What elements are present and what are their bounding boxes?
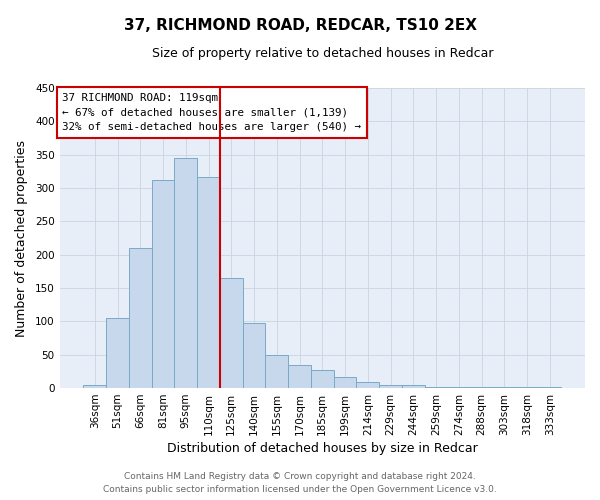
Bar	[402, 386, 425, 388]
Text: Contains HM Land Registry data © Crown copyright and database right 2024.
Contai: Contains HM Land Registry data © Crown c…	[103, 472, 497, 494]
Bar	[197, 176, 220, 388]
Bar	[129, 248, 152, 388]
Bar	[152, 180, 175, 388]
Bar	[425, 386, 448, 388]
Bar	[288, 364, 311, 388]
Text: 37, RICHMOND ROAD, REDCAR, TS10 2EX: 37, RICHMOND ROAD, REDCAR, TS10 2EX	[124, 18, 476, 32]
Bar	[83, 384, 106, 388]
Bar	[311, 370, 334, 388]
X-axis label: Distribution of detached houses by size in Redcar: Distribution of detached houses by size …	[167, 442, 478, 455]
Bar	[175, 158, 197, 388]
Bar	[265, 354, 288, 388]
Bar	[356, 382, 379, 388]
Bar	[106, 318, 129, 388]
Bar	[334, 376, 356, 388]
Text: 37 RICHMOND ROAD: 119sqm
← 67% of detached houses are smaller (1,139)
32% of sem: 37 RICHMOND ROAD: 119sqm ← 67% of detach…	[62, 92, 361, 132]
Bar	[379, 384, 402, 388]
Bar	[242, 324, 265, 388]
Y-axis label: Number of detached properties: Number of detached properties	[15, 140, 28, 336]
Bar	[220, 278, 242, 388]
Title: Size of property relative to detached houses in Redcar: Size of property relative to detached ho…	[152, 48, 493, 60]
